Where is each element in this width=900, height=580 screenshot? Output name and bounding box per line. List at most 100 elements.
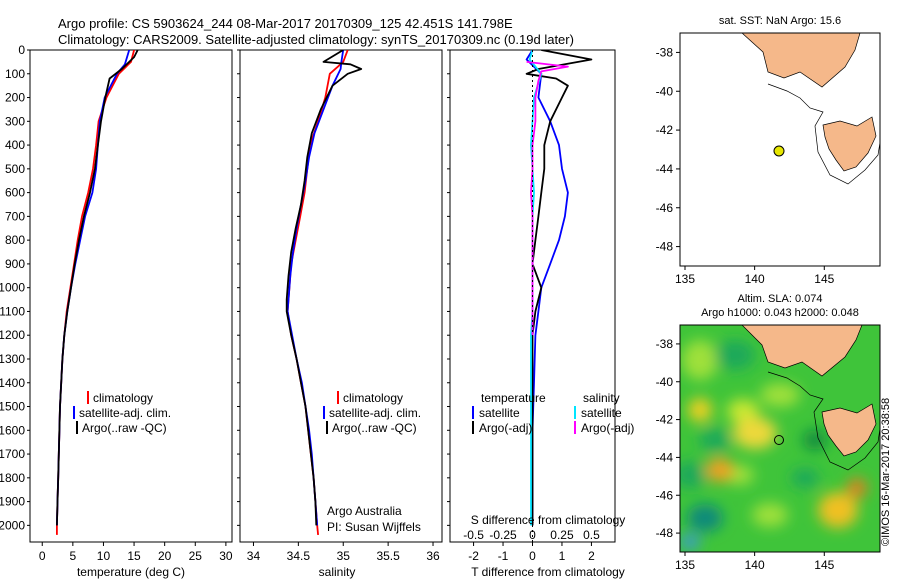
- figure-title-line1: Argo profile: CS 5903624_244 08-Mar-2017…: [58, 16, 513, 31]
- temperature-axes-frame: [29, 49, 233, 543]
- depth-tick-label: 1900: [0, 495, 25, 509]
- t-difference-axis-ticks: -2 -1 0 1 2: [468, 542, 595, 563]
- lat-tick-label: -46: [656, 488, 674, 502]
- lat-tick-label: -38: [656, 45, 674, 59]
- mainland-coast: [741, 33, 861, 88]
- legend-label-climatology: climatology: [93, 391, 153, 405]
- depth-tick-label: 600: [5, 186, 25, 200]
- lon-tick-label: 135: [675, 272, 695, 286]
- lat-tick-label: -38: [656, 337, 674, 351]
- legend-label-s-satellite: satellite: [581, 406, 622, 420]
- depth-tick-label: 2000: [0, 518, 25, 532]
- legend-swatch-climatology: [337, 391, 339, 404]
- depth-tick-label: 0: [18, 43, 25, 57]
- x-tick-label: -1: [498, 549, 509, 563]
- shelf-contour: [767, 325, 880, 471]
- lat-tick-label: -40: [656, 375, 674, 389]
- sla-field: [680, 325, 880, 552]
- legend-swatch-s-satellite: [574, 406, 576, 419]
- imos-credit: ©IMOS 16-Mar-2017 20:38:58: [880, 398, 892, 546]
- temperature-legend: climatology satellite-adj. clim. Argo(..…: [73, 391, 171, 435]
- legend-swatch-t-satellite: [472, 406, 474, 419]
- temperature-axis-label: temperature (deg C): [77, 565, 185, 579]
- x-tick-label: 15: [127, 549, 141, 563]
- series-line-argo-raw-qc-: [285, 50, 363, 526]
- sst-map-geography: [741, 33, 880, 185]
- sst-map-axis-ticks: -38 -40 -42 -44 -46 -48 135 140 145: [656, 45, 835, 286]
- difference-panel: -2 -1 0 1 2 -0.5 -0.25 0 0.25 0.5 S difference f…: [447, 49, 634, 579]
- depth-tick-label: 1600: [0, 423, 25, 437]
- depth-tick-label: 800: [5, 233, 25, 247]
- lat-tick-label: -42: [656, 123, 674, 137]
- argo-float-marker: [774, 435, 784, 445]
- depth-axis-ticks: 0 100 200 300 400 500 600 700 800 900 1000 1100 1200…: [0, 43, 30, 532]
- x-tick-label: 34.5: [287, 549, 311, 563]
- depth-tick-label: 1400: [0, 376, 25, 390]
- argo-float-marker: [773, 145, 785, 157]
- temperature-profiles: [56, 50, 139, 535]
- x-tick-label: 30: [219, 549, 233, 563]
- x-tick-label: -2: [468, 549, 479, 563]
- x-tick-label: 35.5: [376, 549, 400, 563]
- depth-tick-label: 1100: [0, 304, 25, 318]
- lat-tick-label: -48: [656, 240, 674, 254]
- series-line-argo-raw-qc-: [56, 50, 139, 526]
- shelf-contour: [767, 33, 880, 185]
- depth-tick-label: 200: [5, 91, 25, 105]
- sst-map: sat. SST: NaN Argo: 15.6 -38 -40 -42 -44 -46…: [656, 15, 881, 286]
- legend-label-argo: Argo(..raw -QC): [332, 421, 417, 435]
- lat-tick-label: -48: [656, 526, 674, 540]
- depth-tick-label: 400: [5, 138, 25, 152]
- legend-swatch-argo: [326, 421, 328, 434]
- salinity-axis-label: salinity: [319, 565, 356, 579]
- x-tick-label: 35: [337, 549, 351, 563]
- argo-height-label: Argo h1000: 0.043 h2000: 0.048: [701, 307, 859, 319]
- lat-tick-label: -42: [656, 413, 674, 427]
- x-tick-label: 0: [39, 549, 46, 563]
- salinity-axis-ticks: 34 34.5 35 35.5 36: [237, 49, 440, 563]
- s-difference-tick-label: -0.5: [463, 528, 484, 542]
- lat-tick-label: -46: [656, 201, 674, 215]
- lon-tick-label: 145: [814, 272, 834, 286]
- x-tick-label: 5: [70, 549, 77, 563]
- x-tick-label: 36: [426, 549, 440, 563]
- sla-map-frame: [679, 324, 881, 553]
- x-tick-label: 25: [189, 549, 203, 563]
- salinity-panel: 34 34.5 35 35.5 36 salinity climatology sate…: [237, 49, 443, 579]
- depth-tick-label: 300: [5, 114, 25, 128]
- sla-map-title: Altim. SLA: 0.074: [738, 293, 823, 305]
- difference-profiles: [525, 50, 593, 542]
- temperature-axis-ticks: 0 5 10 15 20 25 30: [39, 542, 233, 563]
- legend-title-temperature: temperature: [481, 391, 546, 405]
- legend-swatch-climatology: [87, 391, 89, 404]
- tasmania: [822, 116, 877, 172]
- s-difference-axis-label: S difference from climatology: [471, 513, 626, 527]
- lat-tick-label: -44: [656, 162, 674, 176]
- temperature-panel: 0100200300400500600700800900100011001200…: [0, 43, 233, 579]
- pi-label: PI: Susan Wijffels: [327, 520, 421, 534]
- s-difference-axis-ticks: -0.5-0.2500.250.5: [447, 49, 600, 542]
- depth-tick-label: 1000: [0, 281, 25, 295]
- legend-label-argo: Argo(..raw -QC): [82, 421, 167, 435]
- x-tick-label: 1: [559, 549, 566, 563]
- legend-swatch-satellite: [73, 406, 75, 419]
- legend-swatch-t-argo: [472, 421, 474, 434]
- sla-map: Altim. SLA: 0.074 Argo h1000: 0.043 h200…: [656, 293, 892, 572]
- lat-tick-label: -40: [656, 84, 674, 98]
- legend-swatch-s-argo: [574, 421, 576, 434]
- s-difference-tick-label: 0.5: [583, 528, 600, 542]
- depth-tick-label: 100: [5, 67, 25, 81]
- salinity-profiles: [285, 50, 363, 535]
- legend-swatch-argo: [76, 421, 78, 434]
- legend-title-salinity: salinity: [583, 391, 620, 405]
- legend-label-satellite: satellite-adj. clim.: [79, 406, 171, 420]
- s-difference-tick-label: 0.25: [550, 528, 574, 542]
- lon-tick-label: 145: [814, 558, 834, 572]
- salinity-axes-frame: [239, 49, 443, 543]
- depth-tick-label: 1200: [0, 328, 25, 342]
- series-line-satellite: [525, 50, 569, 526]
- institution-label: Argo Australia: [327, 504, 402, 518]
- sst-map-frame: [679, 32, 881, 267]
- x-tick-label: 34: [247, 549, 261, 563]
